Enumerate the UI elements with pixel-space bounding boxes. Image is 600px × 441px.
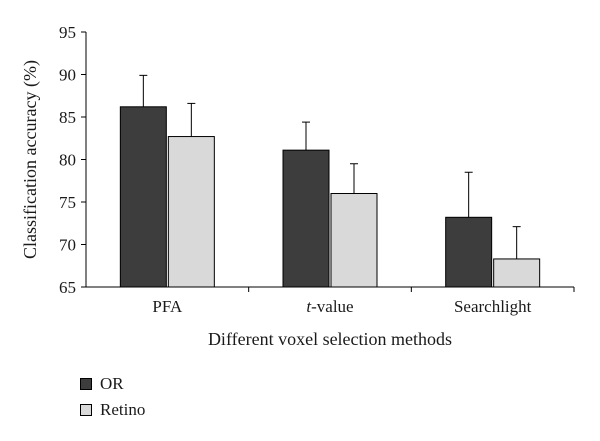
legend-label-retino: Retino	[100, 400, 146, 419]
bar-or-2	[445, 216, 493, 288]
legend: OR Retino	[80, 371, 145, 423]
y-tick-label: 75	[59, 193, 76, 212]
y-tick-label: 80	[59, 151, 76, 170]
y-tick-label: 95	[59, 23, 76, 42]
legend-item-retino: Retino	[80, 397, 145, 423]
legend-item-or: OR	[80, 371, 145, 397]
y-axis-label: Classification accuracy (%)	[20, 60, 41, 259]
legend-swatch-retino	[80, 404, 92, 416]
x-tick-label: t-value	[306, 297, 353, 316]
bars	[119, 106, 541, 288]
error-bars	[139, 74, 521, 259]
y-tick-label: 70	[59, 236, 76, 255]
x-tick-label: PFA	[152, 297, 183, 316]
y-tick-label: 90	[59, 66, 76, 85]
bar-retino-0	[167, 136, 215, 288]
y-axis-ticks: 65 70 75 80 85 90 95	[59, 23, 86, 297]
bar-or-0	[119, 106, 167, 288]
x-tick-label: Searchlight	[454, 297, 532, 316]
x-axis-ticks: PFA t-value Searchlight	[152, 287, 575, 316]
legend-label-or: OR	[100, 374, 124, 393]
bar-retino-2	[493, 258, 541, 288]
bar-retino-1	[330, 193, 378, 288]
y-tick-label: 85	[59, 108, 76, 127]
y-tick-label: 65	[59, 278, 76, 297]
bar-or-1	[282, 149, 330, 288]
legend-swatch-or	[80, 378, 92, 390]
x-axis-label: Different voxel selection methods	[208, 329, 452, 349]
